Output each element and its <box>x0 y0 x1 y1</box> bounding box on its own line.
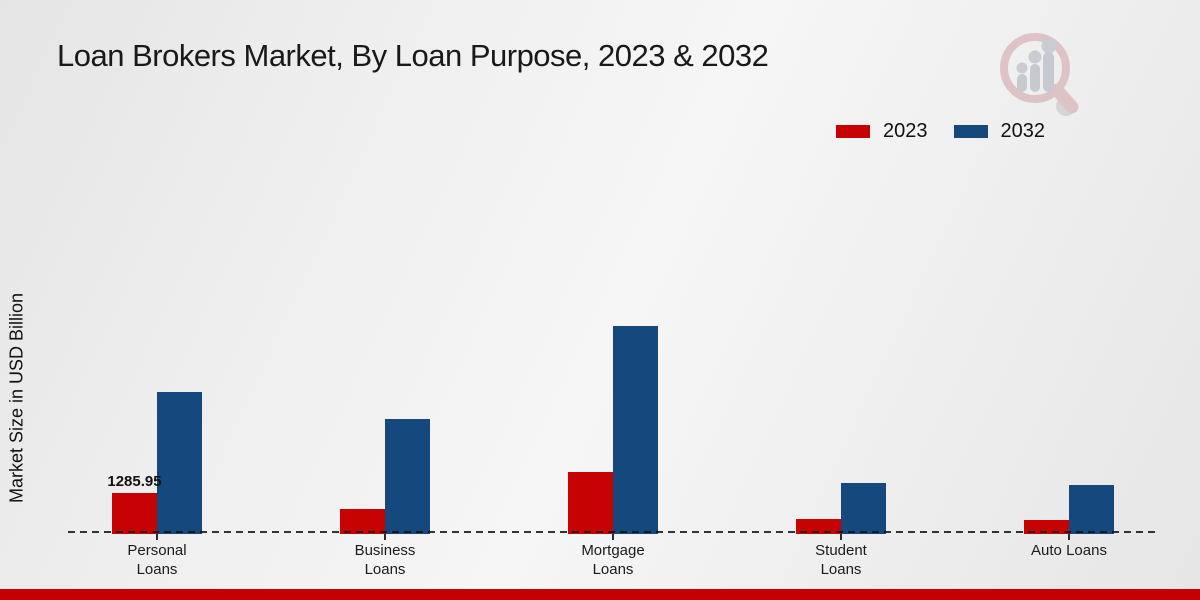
bar-2023-personal-loans <box>112 492 157 534</box>
legend-item-2023: 2023 <box>836 120 928 143</box>
legend: 2023 2032 <box>836 120 1045 143</box>
magnifier-bar-chart-icon <box>1000 33 1079 116</box>
category-label-line: Loans <box>592 561 634 578</box>
x-axis-tick-personal-loans <box>156 534 158 540</box>
footer-accent-bar <box>0 589 1200 600</box>
chart-title: Loan Brokers Market, By Loan Purpose, 20… <box>57 38 769 73</box>
bar-value-label-2023: 1285.95 <box>107 472 162 490</box>
bar-2023-business-loans <box>340 508 385 534</box>
legend-item-2032: 2032 <box>953 120 1046 143</box>
category-label-line: Student <box>815 542 867 559</box>
category-label-line: Loans <box>820 561 862 578</box>
legend-swatch-icon <box>953 125 988 138</box>
x-axis-tick-business-loans <box>384 534 386 540</box>
category-label-auto-loans: Auto Loans <box>999 541 1139 560</box>
bar-2032-business-loans <box>385 419 430 534</box>
brand-logo-watermark <box>993 28 1085 116</box>
category-label-business-loans: Business Loans <box>315 541 455 579</box>
x-axis-tick-student-loans <box>840 534 842 540</box>
bar-2032-student-loans <box>841 482 886 534</box>
category-label-mortgage-loans: Mortgage Loans <box>543 541 683 579</box>
category-label-line: Mortgage <box>581 542 645 559</box>
category-label-line: Loans <box>136 561 178 578</box>
bar-2023-mortgage-loans <box>568 472 613 534</box>
bar-2032-mortgage-loans <box>613 325 658 534</box>
bar-2023-auto-loans <box>1024 519 1069 534</box>
bar-2023-student-loans <box>796 518 841 534</box>
category-label-student-loans: Student Loans <box>771 541 911 579</box>
x-axis-baseline <box>68 531 1155 533</box>
category-label-line: Loans <box>364 561 406 578</box>
bar-2032-auto-loans <box>1069 484 1114 534</box>
legend-label: 2023 <box>883 120 928 142</box>
category-label-line: Personal <box>127 542 187 559</box>
category-label-line: Auto Loans <box>1031 542 1107 559</box>
legend-swatch-icon <box>836 125 870 138</box>
legend-label: 2032 <box>1000 120 1046 142</box>
x-axis-tick-auto-loans <box>1068 534 1070 540</box>
category-label-personal-loans: Personal Loans <box>87 541 227 579</box>
x-axis-tick-mortgage-loans <box>612 534 614 540</box>
category-label-line: Business <box>354 542 416 559</box>
bar-2032-personal-loans <box>157 392 202 534</box>
